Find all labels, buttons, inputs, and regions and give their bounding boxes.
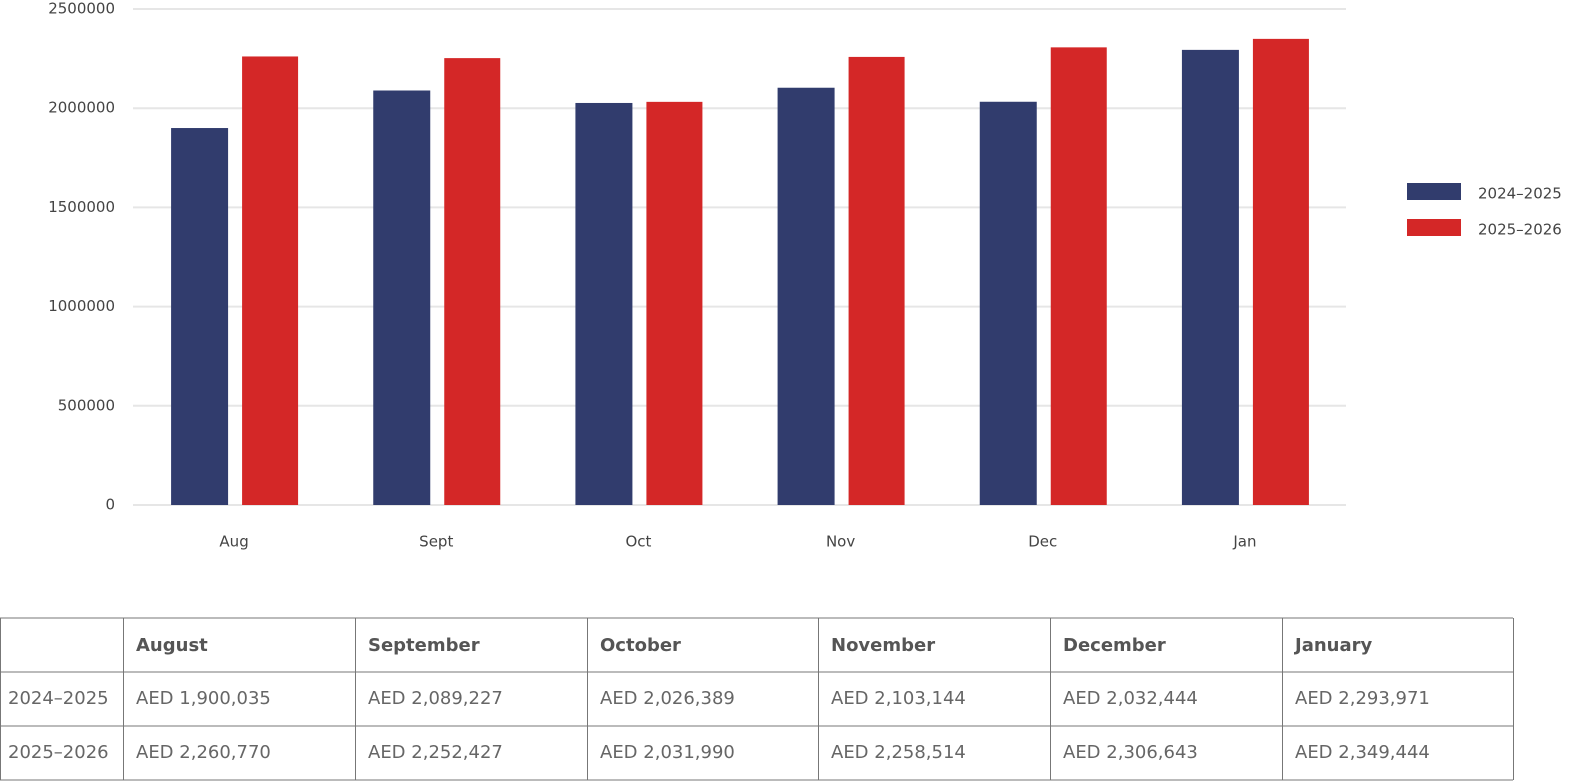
legend-label: 2024–2025 (1478, 185, 1562, 203)
bar (848, 56, 905, 505)
y-tick-label: 1000000 (48, 297, 115, 315)
bar (646, 101, 703, 506)
x-tick-label: Oct (625, 533, 651, 551)
bar (979, 101, 1037, 505)
table-header: January (1293, 635, 1372, 656)
x-tick-label: Dec (1028, 533, 1057, 551)
bar (373, 90, 431, 505)
table-cell: AED 2,103,144 (831, 688, 966, 709)
bar (171, 128, 229, 505)
table-cell: AED 2,293,971 (1295, 688, 1430, 709)
table-cell: AED 2,260,770 (136, 742, 271, 763)
legend-label: 2025–2026 (1478, 221, 1562, 239)
bar (1181, 49, 1239, 505)
y-tick-label: 2500000 (48, 0, 115, 18)
table-cell: AED 2,031,990 (600, 742, 735, 763)
y-tick-label: 0 (105, 496, 115, 514)
row-label: 2024–2025 (8, 688, 109, 709)
y-tick-label: 2000000 (48, 99, 115, 117)
table-cell: AED 2,032,444 (1063, 688, 1198, 709)
x-tick-label: Sept (419, 533, 453, 551)
bar (444, 58, 501, 506)
row-label: 2025–2026 (8, 742, 109, 763)
x-tick-label: Jan (1232, 533, 1256, 551)
table-header: October (600, 635, 681, 656)
table-header: December (1063, 635, 1166, 656)
table-header: August (136, 635, 208, 656)
table-cell: AED 2,089,227 (368, 688, 503, 709)
x-tick-label: Nov (826, 533, 855, 551)
table-header: November (831, 635, 935, 656)
x-tick-label: Aug (219, 533, 248, 551)
table-header: September (368, 635, 480, 656)
bar (1050, 47, 1107, 505)
bar (242, 56, 299, 506)
legend-swatch (1407, 219, 1461, 236)
bar (575, 102, 633, 506)
table-cell: AED 2,306,643 (1063, 742, 1198, 763)
y-tick-label: 500000 (58, 396, 115, 414)
table-cell: AED 1,900,035 (136, 688, 271, 709)
legend-swatch (1407, 183, 1461, 200)
y-tick-label: 1500000 (48, 198, 115, 216)
table-cell: AED 2,026,389 (600, 688, 735, 709)
table-cell: AED 2,349,444 (1295, 742, 1430, 763)
table-cell: AED 2,252,427 (368, 742, 503, 763)
bar (1252, 38, 1309, 506)
bar (777, 87, 835, 505)
table-cell: AED 2,258,514 (831, 742, 966, 763)
